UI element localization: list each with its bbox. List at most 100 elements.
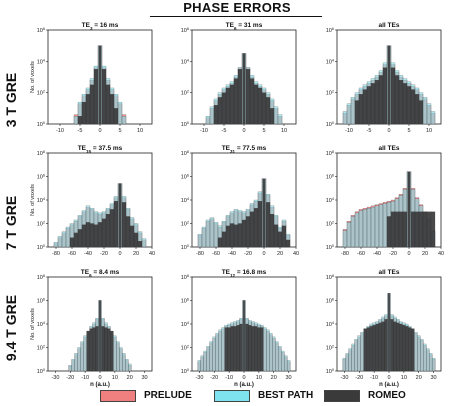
x-tick-label-2-2: 0 [387,128,390,134]
bar-romeo-1-11 [257,87,263,125]
bar-best-path-7-27 [278,346,282,372]
bar-romeo-3-3 [81,224,87,248]
bar-best-path-6-1 [71,359,75,372]
y-tick-label-3-2: 104 [37,197,45,204]
bar-romeo-4-15 [277,231,283,248]
panel-title-3: TE15 = 37.5 ms [78,145,123,154]
x-tick-label-3-2: -40 [84,251,92,257]
y-tick-label-2-3: 106 [326,27,334,34]
bar-romeo-8-0 [363,328,367,372]
y-tick-label-0-0: 100 [37,121,45,128]
bar-romeo-3-16 [133,232,139,248]
bar-romeo-6-3 [95,326,99,372]
x-tick-label-0-0: -10 [56,128,64,134]
y-tick-label-1-2: 104 [181,58,189,65]
y-tick-label-1-0: 100 [181,121,189,128]
bar-romeo-3-13 [121,202,127,248]
bar-romeo-0-7 [105,84,111,125]
y-tick-label-6-2: 104 [37,321,45,328]
x-tick-label-5-2: -40 [373,251,381,257]
x-tick-label-4-3: -20 [244,251,252,257]
bar-romeo-3-8 [101,218,107,248]
bar-romeo-1-13 [265,97,271,125]
bar-romeo-5-5 [407,171,411,248]
bar-romeo-4-7 [245,216,251,248]
bar-romeo-5-0 [386,216,392,248]
bar-romeo-6-6 [104,327,108,372]
bar-best-path-7-5 [212,336,216,372]
bar-romeo-0-6 [101,69,107,125]
bar-best-path-4-1 [201,226,207,248]
bar-romeo-5-2 [394,211,400,248]
bar-best-path-8-0 [342,357,347,372]
bar-romeo-8-2 [369,326,373,372]
bar-best-path-7-6 [215,333,219,372]
bar-romeo-8-11 [396,322,400,372]
bar-best-path-8-4 [354,339,358,372]
x-tick-label-1-3: 5 [262,128,265,134]
bar-romeo-3-11 [113,201,119,248]
bar-romeo-7-10 [254,326,258,372]
bar-romeo-1-9 [249,78,255,125]
bar-romeo-7-4 [236,325,240,372]
panel-title-7: TE12 = 16.8 ms [222,269,267,278]
bar-romeo-6-7 [107,328,111,372]
bar-romeo-4-14 [273,224,279,248]
bar-best-path-8-25 [417,335,421,372]
x-tick-label-7-5: 20 [271,375,277,381]
bar-romeo-8-8 [388,293,390,372]
bar-best-path-8-5 [357,335,361,372]
title-underline [150,16,322,17]
bar-romeo-0-1 [81,101,87,125]
y-tick-label-6-1: 102 [37,345,45,352]
bar-best-path-5-1 [346,222,352,248]
bar-romeo-2-0 [354,100,360,125]
bar-romeo-6-4 [99,300,101,372]
bar-romeo-3-2 [77,229,83,248]
bar-best-path-2-0 [342,111,348,125]
bar-best-path-2-21 [426,103,432,125]
bar-best-path-7-3 [206,346,210,372]
bar-romeo-4-9 [253,208,259,248]
bar-romeo-2-13 [406,86,412,125]
bar-best-path-7-28 [281,350,285,372]
page-title: PHASE ERRORS [183,0,291,15]
chart-panel-5: -80 -60 -40 -20 0 20 40 100 102 104 106 108 all TEs [326,145,444,257]
bar-best-path-7-2 [203,350,207,372]
x-tick-label-7-0: -30 [195,375,203,381]
y-tick-label-3-1: 102 [37,221,45,228]
chart-panel-3: -80 -60 -40 -20 0 20 40 100 102 104 106 108 TE15 = 3… [30,145,155,257]
x-tick-label-3-3: -20 [100,251,108,257]
bar-best-path-0-11 [117,101,123,125]
bar-romeo-2-3 [366,86,372,125]
bar-romeo-4-2 [225,225,231,248]
bar-romeo-8-5 [378,322,382,372]
panel-title-4: TE31 = 77.5 ms [222,145,267,154]
x-tick-label-6-6: 30 [142,375,148,381]
bar-romeo-1-4 [229,84,235,125]
x-tick-label-1-4: 10 [281,128,287,134]
y-tick-label-5-3: 106 [326,174,334,181]
bar-romeo-5-8 [418,211,424,248]
bar-best-path-7-30 [286,360,291,372]
bar-romeo-2-14 [410,89,416,125]
x-tick-label-8-5: 20 [416,375,422,381]
bar-romeo-8-9 [390,319,394,372]
chart-panel-8: -30 -20 -10 0 10 20 30 100 102 104 106 108 all TEs n … [326,269,442,388]
y-tick-label-5-4: 108 [326,150,334,157]
bar-romeo-3-15 [129,225,135,248]
bar-best-path-8-28 [426,348,430,372]
chart-panel-0: -10 -5 0 5 10 100 102 104 106 TE3 = 16 ms No. of v… [30,22,153,134]
bar-romeo-1-1 [217,97,223,125]
x-tick-label-1-1: -5 [222,128,227,134]
x-axis-label-8: n (a.u.) [379,382,399,388]
y-tick-label-5-1: 102 [326,221,334,228]
x-tick-label-7-2: -10 [225,375,233,381]
bar-best-path-7-8 [221,327,225,372]
y-tick-label-7-3: 106 [181,298,189,305]
bar-best-path-7-29 [284,355,288,372]
bar-romeo-3-12 [118,183,122,248]
x-tick-label-0-3: 5 [118,128,121,134]
x-tick-label-2-4: 10 [426,128,432,134]
y-tick-label-5-2: 104 [326,197,334,204]
